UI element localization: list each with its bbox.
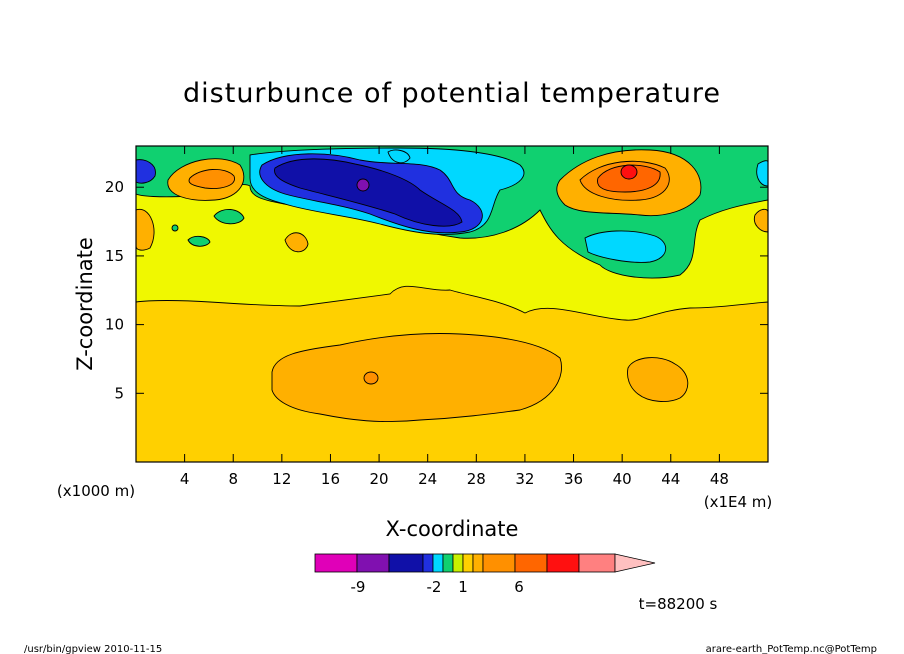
colorbar-segment [388, 553, 424, 573]
region-lower-orange-core [363, 371, 379, 385]
chart-title: disturbunce of potential temperature [183, 78, 721, 109]
plot-frame [135, 145, 769, 463]
x-tick-label: 16 [321, 470, 340, 488]
colorbar-segment [578, 553, 616, 573]
x-tick-label: 36 [564, 470, 583, 488]
footer-right: arare-earth_PotTemp.nc@PotTemp [706, 644, 877, 654]
x-tick-label: 32 [515, 470, 534, 488]
colorbar-segment [472, 553, 484, 573]
region-cyan-small-right [756, 160, 768, 187]
y-tick-label: 5 [114, 384, 124, 402]
colorbar-segment [482, 553, 516, 573]
colorbar-segment [314, 553, 358, 573]
x-tick-label: 4 [180, 470, 190, 488]
time-label: t=88200 s [639, 595, 718, 613]
colorbar-labels: -9 -2 1 6 [351, 578, 524, 596]
y-unit-note: (x1E4 m) [704, 493, 773, 511]
x-unit-label: (x1000 m) [57, 482, 135, 500]
region-green-small-2 [187, 235, 211, 247]
colorbar-segment [442, 553, 454, 573]
colorbar-label: -2 [427, 578, 442, 596]
colorbar-segment [514, 553, 548, 573]
colorbar-segment [546, 553, 580, 573]
colorbar [314, 553, 656, 573]
colorbar-segment [422, 553, 434, 573]
region-lower-orange-right [627, 357, 689, 402]
y-tick-label: 15 [105, 247, 124, 265]
y-tick-label: 20 [105, 178, 124, 196]
region-blob-right-2 [753, 208, 768, 233]
region-red-core [620, 164, 638, 180]
y-axis-label: Z-coordinate [73, 237, 97, 371]
region-orange-left-inner [188, 169, 235, 189]
region-blue-small-left [136, 159, 156, 184]
region-blob-left-2 [284, 232, 309, 253]
x-tick-label: 12 [272, 470, 291, 488]
x-axis-label: X-coordinate [386, 517, 519, 541]
footer-left: /usr/bin/gpview 2010-11-15 [24, 644, 162, 654]
region-blue-dark [274, 158, 463, 227]
x-tick-label: 20 [370, 470, 389, 488]
region-purple [356, 178, 370, 192]
region-lower-orange [271, 333, 562, 423]
y-tick-label: 10 [105, 316, 124, 334]
y-axis: 5 10 15 20 [105, 178, 768, 402]
colorbar-segment [462, 553, 474, 573]
colorbar-label: 1 [458, 578, 468, 596]
x-tick-label: 48 [710, 470, 729, 488]
x-tick-label: 28 [467, 470, 486, 488]
x-tick-label: 44 [661, 470, 680, 488]
region-blob-left-1 [136, 209, 155, 251]
region-cyan-top-mid [387, 149, 411, 164]
colorbar-label: 6 [514, 578, 524, 596]
colorbar-arrow [614, 553, 656, 573]
colorbar-label: -9 [351, 578, 366, 596]
region-green-small-1 [213, 209, 245, 225]
contour-field [136, 146, 768, 462]
x-tick-label: 24 [418, 470, 437, 488]
colorbar-segment [452, 553, 464, 573]
colorbar-segment [432, 553, 444, 573]
colorbar-segment [356, 553, 390, 573]
x-tick-label: 8 [228, 470, 238, 488]
region-cyan-right [584, 230, 667, 263]
x-axis: 4 8 12 16 20 24 28 32 36 40 44 48 [180, 146, 729, 488]
x-tick-label: 40 [613, 470, 632, 488]
region-green-small-3 [171, 224, 179, 232]
